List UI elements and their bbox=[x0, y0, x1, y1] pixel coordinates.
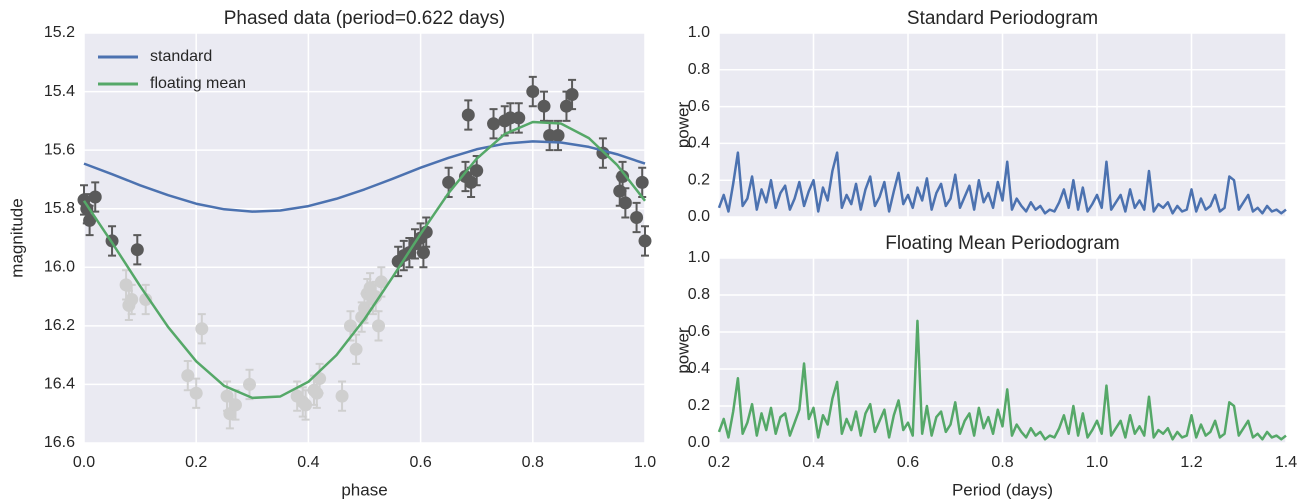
x-tick-label: 1.4 bbox=[1275, 454, 1297, 471]
y-tick-label: 0.4 bbox=[688, 360, 710, 377]
plot-background bbox=[84, 33, 645, 443]
y-tick-label: 1.0 bbox=[688, 249, 710, 266]
data-point bbox=[181, 369, 195, 383]
x-tick-label: 0.8 bbox=[991, 454, 1013, 471]
y-tick-label: 15.4 bbox=[44, 83, 75, 100]
data-point bbox=[464, 175, 478, 189]
y-tick-label: 0.0 bbox=[688, 434, 710, 451]
x-tick-label: 0.2 bbox=[708, 454, 730, 471]
chart-title: Floating Mean Periodogram bbox=[885, 233, 1119, 254]
data-point bbox=[638, 234, 652, 248]
y-tick-label: 15.6 bbox=[44, 141, 75, 158]
data-point bbox=[242, 377, 256, 391]
y-tick-label: 16.4 bbox=[44, 376, 75, 393]
data-point bbox=[551, 129, 565, 142]
data-point bbox=[299, 398, 313, 412]
data-point bbox=[125, 293, 139, 306]
data-point bbox=[374, 275, 388, 289]
data-point bbox=[470, 164, 484, 178]
y-tick-label: 0.4 bbox=[688, 135, 710, 152]
y-tick-label: 15.8 bbox=[44, 200, 75, 217]
data-point bbox=[119, 278, 133, 292]
data-point bbox=[618, 196, 632, 210]
x-tick-label: 0.4 bbox=[297, 454, 319, 471]
data-point bbox=[461, 108, 475, 122]
data-point bbox=[635, 175, 649, 189]
y-tick-label: 16.2 bbox=[44, 317, 75, 334]
data-point bbox=[487, 117, 501, 131]
line-series bbox=[717, 319, 1287, 441]
data-point bbox=[630, 211, 644, 224]
data-point bbox=[526, 85, 540, 99]
data-point bbox=[228, 398, 242, 412]
y-tick-label: 16.0 bbox=[44, 259, 75, 276]
x-axis-label: phase bbox=[341, 480, 387, 499]
y-tick-label: 1.0 bbox=[688, 24, 710, 41]
y-axis-label: power bbox=[673, 327, 692, 374]
chart-title: Phased data (period=0.622 days) bbox=[224, 8, 506, 29]
line-series bbox=[82, 120, 646, 400]
y-tick-label: 0.6 bbox=[688, 98, 710, 115]
data-point bbox=[369, 290, 383, 304]
data-point bbox=[335, 389, 349, 403]
data-point bbox=[416, 246, 430, 260]
x-tick-label: 0.4 bbox=[802, 454, 824, 471]
y-axis-label: power bbox=[673, 102, 692, 149]
line-series bbox=[717, 151, 1287, 215]
x-tick-label: 1.0 bbox=[634, 454, 656, 471]
data-point bbox=[559, 99, 573, 113]
legend-label: standard bbox=[150, 48, 212, 65]
data-point bbox=[130, 243, 144, 257]
x-axis-label: Period (days) bbox=[952, 480, 1053, 499]
x-tick-label: 1.0 bbox=[1086, 454, 1108, 471]
y-tick-label: 0.2 bbox=[688, 171, 710, 188]
y-tick-label: 16.6 bbox=[44, 434, 75, 451]
y-tick-label: 0.6 bbox=[688, 323, 710, 340]
y-tick-label: 0.2 bbox=[688, 397, 710, 414]
x-tick-label: 0.2 bbox=[185, 454, 207, 471]
y-tick-label: 15.2 bbox=[44, 24, 75, 41]
line-series bbox=[83, 140, 646, 213]
chart-title: Standard Periodogram bbox=[907, 8, 1098, 29]
data-point bbox=[88, 190, 102, 204]
data-point bbox=[343, 319, 357, 333]
x-tick-label: 0.6 bbox=[897, 454, 919, 471]
data-point bbox=[83, 213, 97, 227]
x-tick-label: 0.0 bbox=[73, 454, 95, 471]
data-point bbox=[565, 88, 579, 101]
y-axis-label: magnitude bbox=[7, 198, 26, 277]
data-point bbox=[139, 293, 153, 306]
x-tick-label: 0.8 bbox=[522, 454, 544, 471]
x-tick-label: 0.6 bbox=[409, 454, 431, 471]
data-point bbox=[195, 322, 209, 336]
data-point bbox=[512, 111, 526, 125]
data-point bbox=[349, 342, 363, 356]
y-tick-label: 0.8 bbox=[688, 61, 710, 78]
legend-label: floating mean bbox=[150, 75, 246, 92]
data-point bbox=[372, 319, 386, 333]
y-tick-label: 0.8 bbox=[688, 286, 710, 303]
data-point bbox=[537, 99, 551, 113]
data-point bbox=[189, 386, 203, 400]
y-tick-label: 0.0 bbox=[688, 208, 710, 225]
data-point bbox=[616, 170, 630, 183]
data-point bbox=[442, 175, 456, 189]
x-tick-label: 1.2 bbox=[1180, 454, 1202, 471]
